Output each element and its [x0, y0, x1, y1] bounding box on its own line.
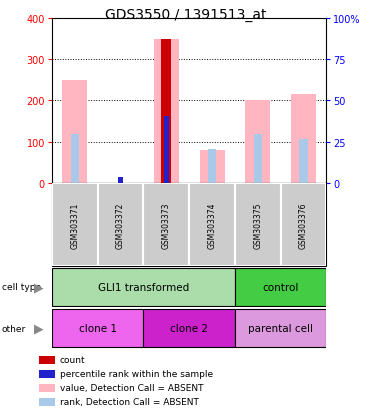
Text: parental cell: parental cell: [248, 323, 313, 333]
Text: GSM303373: GSM303373: [162, 202, 171, 248]
Text: clone 1: clone 1: [79, 323, 117, 333]
Bar: [291, 95, 316, 184]
Text: cell type: cell type: [2, 282, 41, 292]
FancyBboxPatch shape: [52, 309, 144, 347]
Text: GSM303372: GSM303372: [116, 202, 125, 248]
Bar: [71, 134, 79, 184]
Bar: [299, 140, 308, 184]
Text: GSM303376: GSM303376: [299, 202, 308, 248]
FancyBboxPatch shape: [281, 184, 326, 266]
Bar: [154, 40, 179, 184]
Text: ▶: ▶: [34, 322, 44, 335]
Text: GDS3550 / 1391513_at: GDS3550 / 1391513_at: [105, 8, 266, 22]
Bar: [62, 81, 88, 184]
Bar: [39, 384, 55, 392]
Bar: [254, 135, 262, 184]
Text: clone 2: clone 2: [170, 323, 208, 333]
FancyBboxPatch shape: [52, 268, 235, 306]
Text: other: other: [2, 324, 26, 333]
Text: GLI1 transformed: GLI1 transformed: [98, 282, 189, 292]
Bar: [39, 398, 55, 406]
Bar: [245, 101, 270, 184]
Bar: [164, 116, 169, 184]
Bar: [200, 151, 225, 184]
Text: percentile rank within the sample: percentile rank within the sample: [60, 370, 213, 378]
FancyBboxPatch shape: [235, 309, 326, 347]
Bar: [39, 356, 55, 364]
Text: value, Detection Call = ABSENT: value, Detection Call = ABSENT: [60, 384, 203, 392]
Text: GSM303375: GSM303375: [253, 202, 262, 248]
Bar: [161, 40, 171, 184]
Text: GSM303371: GSM303371: [70, 202, 79, 248]
Bar: [118, 178, 123, 184]
Text: ▶: ▶: [34, 280, 44, 294]
Bar: [162, 116, 170, 184]
Text: rank, Detection Call = ABSENT: rank, Detection Call = ABSENT: [60, 397, 198, 406]
FancyBboxPatch shape: [235, 268, 326, 306]
FancyBboxPatch shape: [235, 184, 281, 266]
Text: control: control: [263, 282, 299, 292]
FancyBboxPatch shape: [98, 184, 144, 266]
Text: GSM303374: GSM303374: [208, 202, 217, 248]
FancyBboxPatch shape: [144, 309, 235, 347]
Bar: [39, 370, 55, 378]
FancyBboxPatch shape: [52, 184, 98, 266]
Text: count: count: [60, 356, 85, 365]
FancyBboxPatch shape: [189, 184, 235, 266]
Bar: [208, 150, 216, 184]
FancyBboxPatch shape: [144, 184, 189, 266]
